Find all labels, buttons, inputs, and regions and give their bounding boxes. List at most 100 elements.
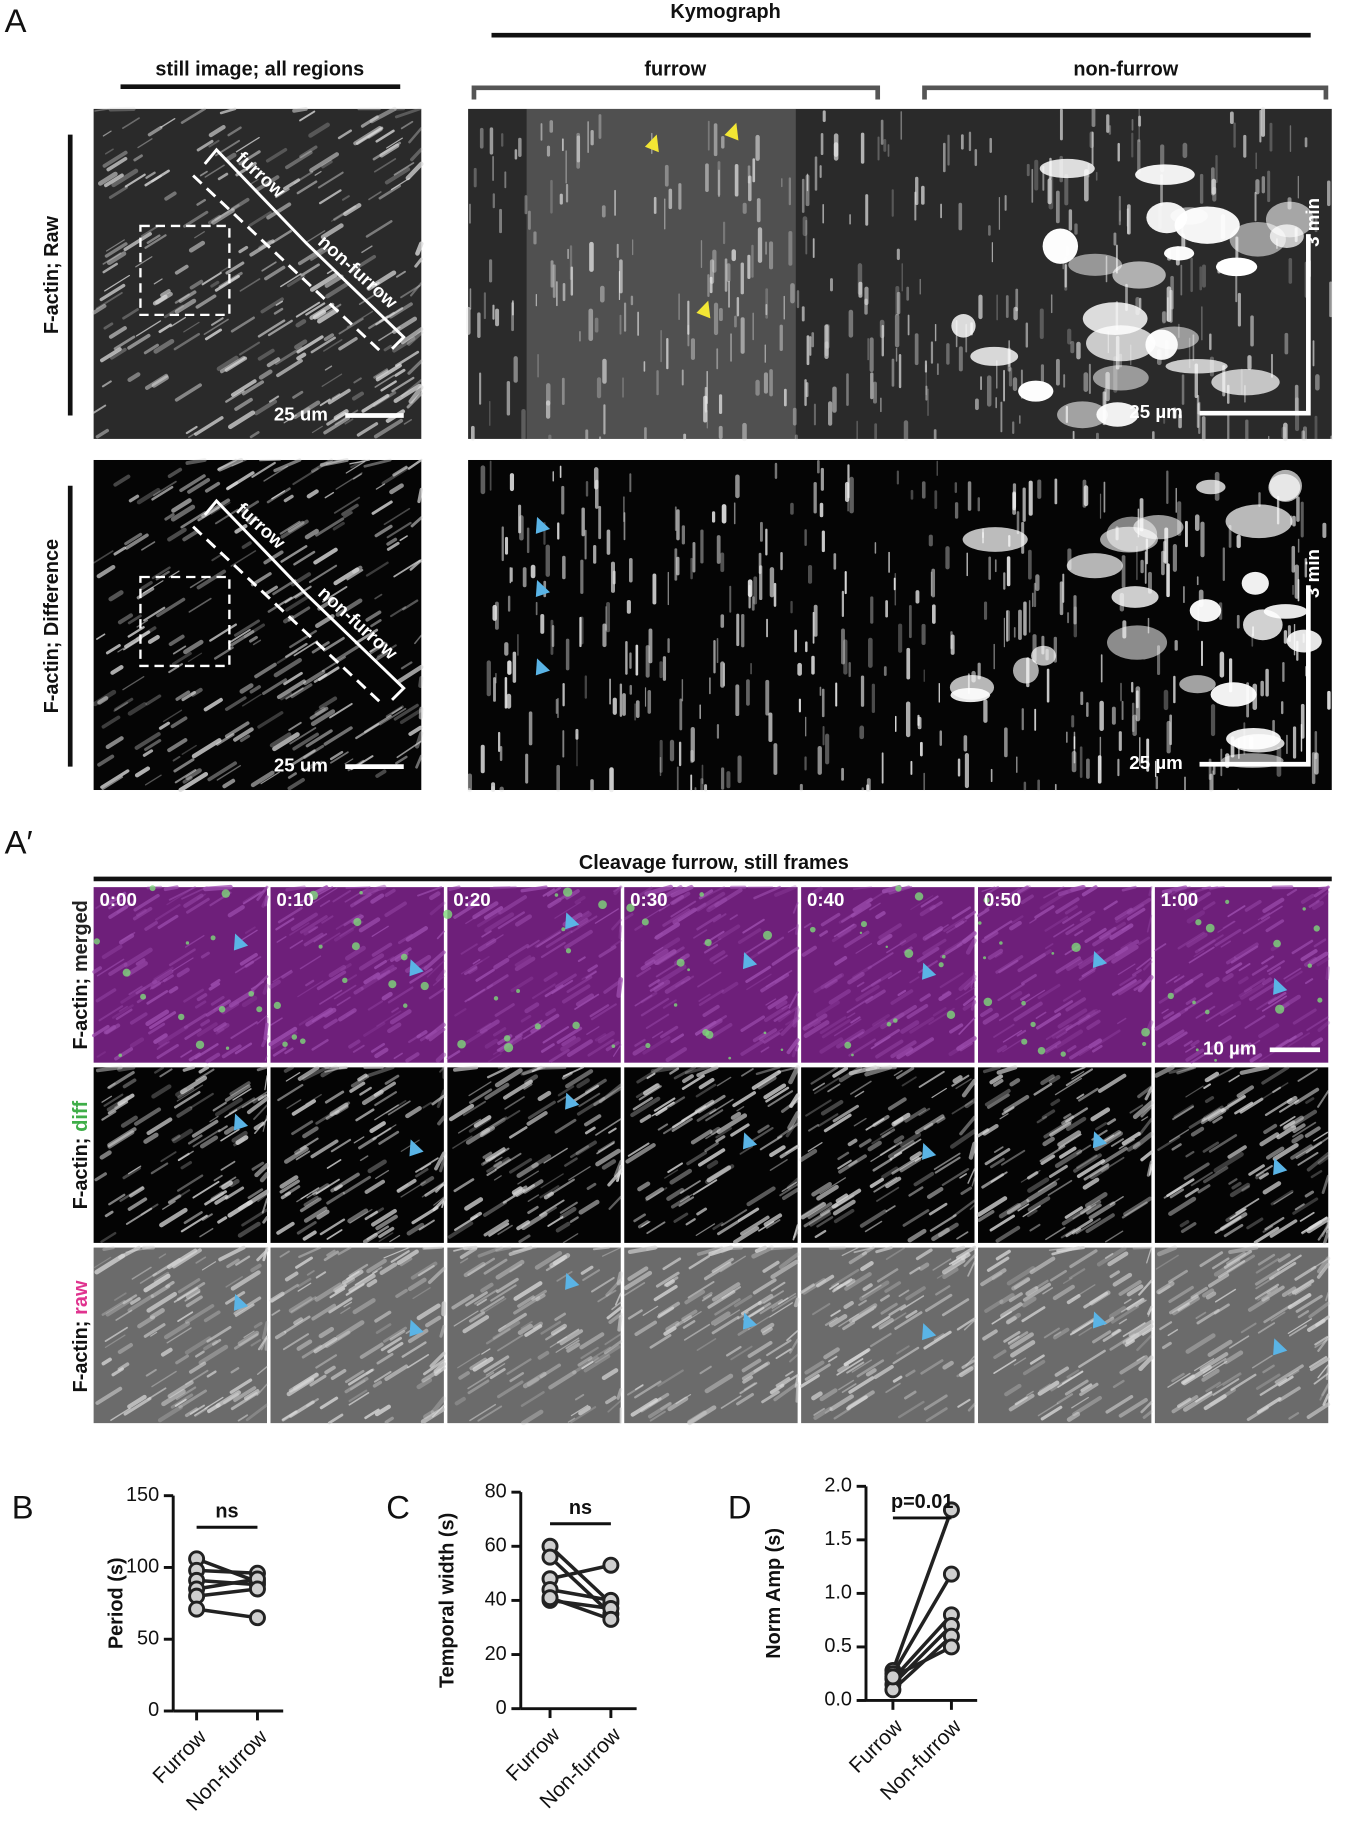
texture: [837, 1151, 850, 1161]
texture: [554, 1312, 566, 1321]
texture: [794, 1374, 799, 1388]
texture: [1185, 1048, 1205, 1062]
texture: [548, 1370, 577, 1390]
texture: [585, 970, 597, 979]
texture: [488, 1147, 510, 1162]
texture: [846, 995, 874, 1014]
texture: [347, 1368, 374, 1386]
texture: [238, 929, 258, 942]
texture: [302, 1230, 317, 1241]
texture: [277, 906, 303, 924]
texture: [228, 410, 256, 430]
texture: [1109, 1270, 1120, 1279]
texture: [885, 1205, 896, 1213]
texture: [144, 739, 162, 751]
texture: [763, 1032, 781, 1044]
texture: [247, 1188, 264, 1200]
texture: [567, 1417, 576, 1423]
texture: [446, 1050, 461, 1060]
texture: [1305, 1097, 1315, 1104]
texture: [1062, 989, 1082, 1002]
green-spot: [318, 944, 323, 949]
texture: [1137, 1085, 1154, 1099]
texture: [165, 1280, 175, 1288]
texture: [319, 1396, 339, 1410]
texture: [1049, 1269, 1067, 1282]
texture: [705, 1109, 724, 1122]
texture: [740, 1215, 770, 1236]
texture: [1086, 1008, 1099, 1018]
texture: [296, 1194, 309, 1203]
texture: [172, 645, 187, 655]
blob: [1112, 261, 1166, 289]
texture: [424, 1183, 444, 1197]
texture: [283, 1065, 294, 1073]
texture: [309, 706, 329, 720]
texture: [420, 1176, 435, 1187]
texture: [422, 1101, 432, 1109]
green-spot: [256, 1006, 263, 1013]
texture: [1322, 1229, 1330, 1245]
texture: [425, 1022, 446, 1040]
blob: [1107, 625, 1168, 660]
texture: [534, 929, 563, 948]
green-spot: [118, 1053, 123, 1058]
texture: [214, 1194, 229, 1205]
texture: [833, 1208, 855, 1224]
texture: [412, 1287, 431, 1300]
texture: [1238, 976, 1249, 985]
texture: [1244, 899, 1262, 912]
texture: [96, 564, 116, 579]
texture: [326, 1191, 345, 1205]
texture: [316, 1209, 330, 1220]
texture: [465, 1127, 491, 1145]
texture: [288, 1296, 313, 1313]
green-spot: [93, 938, 100, 945]
texture: [318, 1326, 335, 1339]
texture: [284, 1047, 294, 1055]
texture: [315, 1108, 340, 1125]
texture: [199, 1227, 214, 1238]
texture: [1203, 1166, 1229, 1184]
texture: [122, 1294, 138, 1305]
texture: [1213, 1152, 1244, 1173]
green-spot: [763, 1031, 767, 1035]
texture: [1287, 1293, 1312, 1310]
texture: [707, 1290, 736, 1309]
texture: [763, 1213, 783, 1227]
texture: [137, 138, 153, 149]
texture: [221, 1001, 240, 1015]
texture: [294, 339, 308, 350]
texture: [570, 915, 598, 934]
texture: [257, 1193, 268, 1202]
texture: [187, 652, 203, 663]
texture: [1137, 936, 1151, 946]
arrowhead: [535, 658, 551, 676]
texture: [250, 572, 272, 587]
texture: [919, 904, 936, 917]
texture: [143, 1132, 159, 1144]
texture: [204, 1396, 224, 1410]
texture: [1227, 1145, 1247, 1159]
texture: [198, 1065, 210, 1074]
texture: [481, 1116, 508, 1134]
texture: [410, 516, 423, 528]
texture: [172, 755, 181, 762]
texture: [651, 1030, 664, 1039]
texture: [871, 1315, 891, 1329]
texture: [107, 1100, 129, 1115]
texture: [324, 274, 344, 288]
texture: [373, 158, 397, 173]
texture: [1162, 1011, 1175, 1020]
texture: [180, 1049, 193, 1058]
texture: [1053, 1331, 1062, 1337]
texture: [306, 1191, 318, 1199]
texture: [342, 195, 350, 201]
micrograph: [93, 459, 422, 791]
texture: [314, 170, 322, 176]
texture: [315, 1354, 338, 1369]
texture: [349, 1208, 373, 1224]
texture: [183, 639, 204, 655]
texture: [1077, 948, 1105, 967]
texture: [1077, 1009, 1101, 1026]
